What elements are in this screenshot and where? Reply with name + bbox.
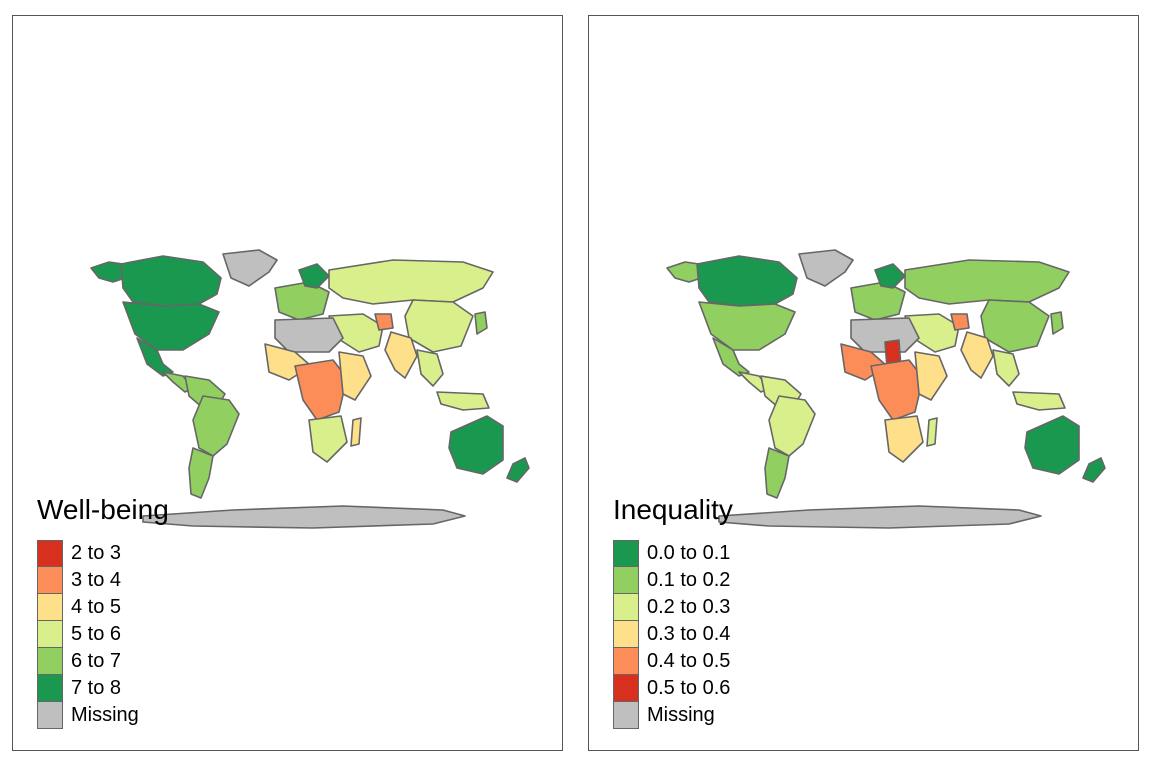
region-southern-africa [308,415,348,463]
legend-label: 4 to 5 [71,596,122,618]
region-central-africa [294,359,348,421]
region-canada [120,255,222,307]
legend-item: 0.4 to 0.5 [613,648,733,675]
legend-label: 0.2 to 0.3 [647,596,731,618]
legend-item: 2 to 3 [37,540,169,567]
region-india [960,331,994,379]
wellbeing-legend-title: Well-being [37,494,169,525]
region-canada [696,255,798,307]
region-australia [1024,415,1080,475]
legend-swatch [613,648,639,675]
region-indonesia [1012,391,1066,411]
legend-swatch [37,702,63,729]
region-argentina [764,447,790,499]
legend-item: 3 to 4 [37,567,169,594]
inequality-map-panel: Inequality 0.0 to 0.1 0.1 to 0.2 0.2 to 0.… [588,15,1139,751]
region-east-africa [338,351,372,401]
legend-label: 0.4 to 0.5 [647,650,731,672]
legend-item: 0.2 to 0.3 [613,594,733,621]
region-alaska [666,261,702,283]
legend-item: Missing [37,702,169,729]
legend-item: 0.1 to 0.2 [613,567,733,594]
region-southern-africa [884,415,924,463]
legend-item: 0.0 to 0.1 [613,540,733,567]
legend-label: 0.5 to 0.6 [647,677,731,699]
legend-swatch [613,567,639,594]
region-india [384,331,418,379]
region-new-zealand [506,457,530,483]
legend-label: Missing [647,704,715,726]
region-russia [904,259,1070,305]
legend-swatch [37,675,63,702]
legend-swatch [37,648,63,675]
legend-label: 6 to 7 [71,650,122,672]
legend-label: 0.0 to 0.1 [647,542,731,564]
region-scandinavia [874,263,906,289]
region-antarctica [142,505,466,529]
inequality-legend-title: Inequality [613,494,733,525]
wellbeing-legend: Well-being 2 to 3 3 to 4 4 to 5 5 to 6 6 to … [37,494,169,729]
region-alaska [90,261,126,283]
legend-item: 5 to 6 [37,621,169,648]
region-usa [698,301,796,351]
legend-swatch [37,567,63,594]
region-brazil [192,395,240,457]
region-madagascar [350,417,362,447]
legend-label: Missing [71,704,139,726]
region-afghanistan [950,313,970,331]
legend-swatch [613,594,639,621]
region-north-africa [274,317,344,353]
legend-item: 0.3 to 0.4 [613,621,733,648]
region-antarctica [718,505,1042,529]
region-japan [474,311,488,335]
legend-swatch [613,621,639,648]
legend-label: 5 to 6 [71,623,122,645]
region-indonesia [436,391,490,411]
legend-item: 0.5 to 0.6 [613,675,733,702]
region-europe-west [274,281,330,321]
legend-label: 2 to 3 [71,542,122,564]
region-russia [328,259,494,305]
legend-item: 7 to 8 [37,675,169,702]
legend-swatch [37,621,63,648]
wellbeing-map-panel: Well-being 2 to 3 3 to 4 4 to 5 5 to 6 6 to … [12,15,563,751]
legend-swatch [613,702,639,729]
legend-swatch [613,540,639,567]
region-new-zealand [1082,457,1106,483]
legend-label: 7 to 8 [71,677,122,699]
legend-swatch [613,675,639,702]
legend-item: 4 to 5 [37,594,169,621]
region-central-africa [870,359,924,421]
legend-item: Missing [613,702,733,729]
region-china [404,299,474,353]
legend-item: 6 to 7 [37,648,169,675]
region-southeast-asia [416,349,444,387]
legend-label: 3 to 4 [71,569,122,591]
region-scandinavia [298,263,330,289]
region-mexico [136,337,174,377]
legend-label: 0.1 to 0.2 [647,569,731,591]
region-usa [122,301,220,351]
wellbeing-world-map [90,249,530,529]
region-china [980,299,1050,353]
region-australia [448,415,504,475]
region-east-africa [914,351,948,401]
region-madagascar [926,417,938,447]
region-argentina [188,447,214,499]
region-japan [1050,311,1064,335]
legend-swatch [37,594,63,621]
legend-swatch [37,540,63,567]
inequality-world-map [666,249,1106,529]
region-greenland [222,249,278,287]
inequality-legend: Inequality 0.0 to 0.1 0.1 to 0.2 0.2 to 0.… [613,494,733,729]
legend-label: 0.3 to 0.4 [647,623,731,645]
region-afghanistan [374,313,394,331]
region-southeast-asia [992,349,1020,387]
region-greenland [798,249,854,287]
region-mexico [712,337,750,377]
region-europe-west [850,281,906,321]
region-brazil [768,395,816,457]
region-north-africa [850,317,920,353]
